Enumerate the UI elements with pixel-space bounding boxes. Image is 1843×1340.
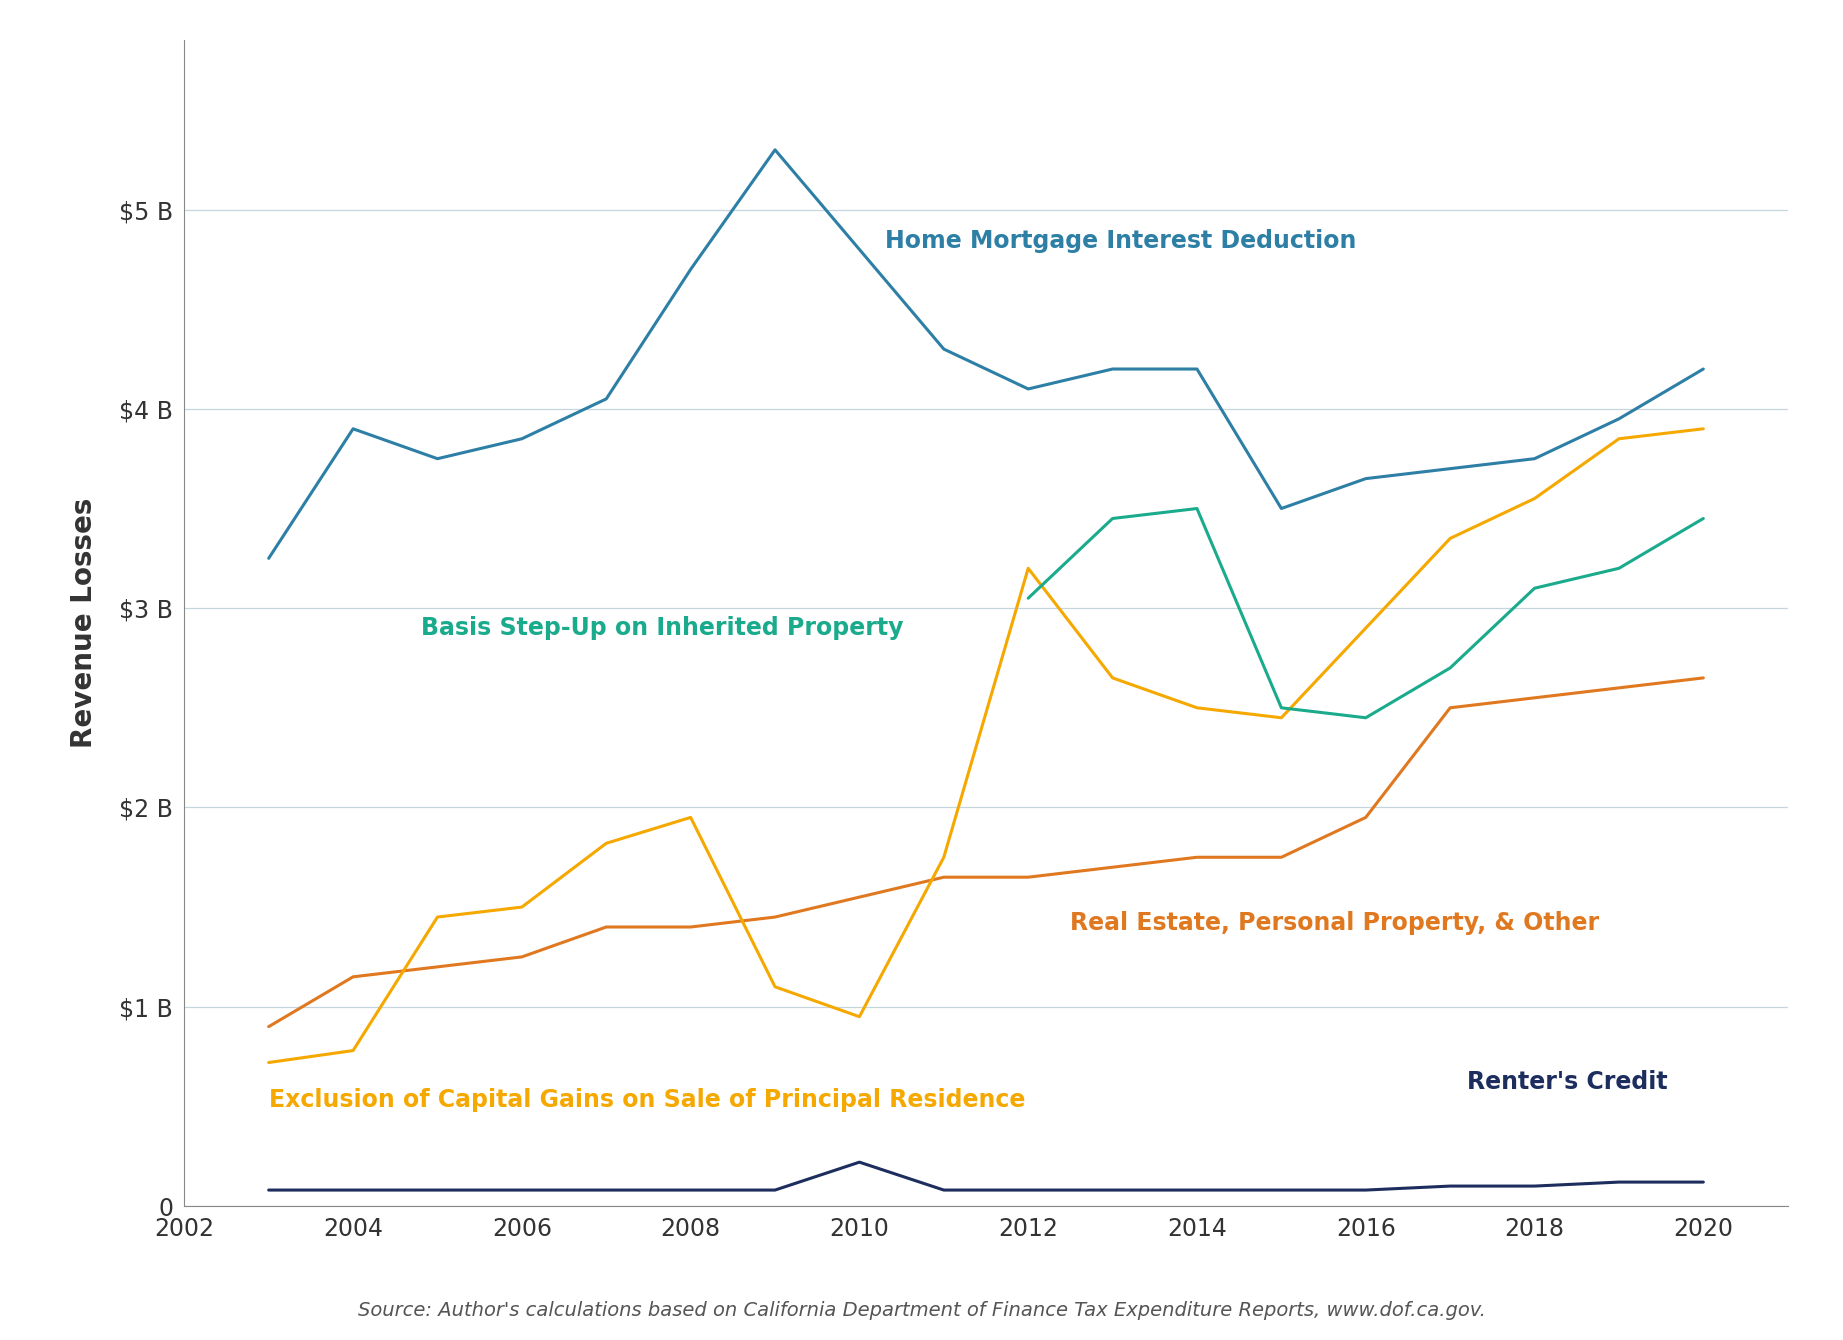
Y-axis label: Revenue Losses: Revenue Losses — [70, 498, 98, 748]
Text: Basis Step-Up on Inherited Property: Basis Step-Up on Inherited Property — [420, 616, 903, 641]
Text: Real Estate, Personal Property, & Other: Real Estate, Personal Property, & Other — [1071, 911, 1600, 935]
Text: Home Mortgage Interest Deduction: Home Mortgage Interest Deduction — [885, 229, 1356, 253]
Text: Exclusion of Capital Gains on Sale of Principal Residence: Exclusion of Capital Gains on Sale of Pr… — [269, 1088, 1025, 1112]
Text: Source: Author's calculations based on California Department of Finance Tax Expe: Source: Author's calculations based on C… — [358, 1301, 1485, 1320]
Text: Renter's Credit: Renter's Credit — [1467, 1071, 1668, 1095]
